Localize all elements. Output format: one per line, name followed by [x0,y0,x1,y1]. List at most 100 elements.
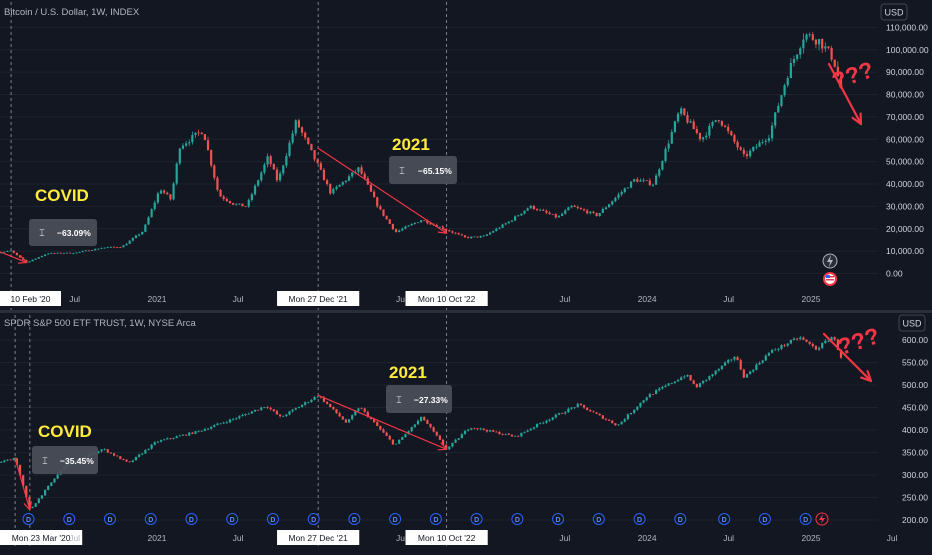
candle-body [222,196,225,199]
candle-body [702,380,705,384]
candle-body [733,357,736,360]
candle-body [423,220,426,222]
dividend-marker [63,513,76,525]
dividend-marker [22,513,35,525]
spy-price-axis[interactable]: 200.00 250.00 300.00 350.00 400.00 450.00 500.… [902,335,928,525]
candle-body [347,419,351,423]
dividend-marker-label: D [189,517,194,524]
candle-body [720,365,724,370]
candle-body [673,381,677,384]
candle-body [517,215,520,217]
dividend-marker-label: D [762,517,767,524]
candle-body [764,140,767,142]
candle-body [50,252,53,254]
candle-body [316,159,319,164]
candle-body [789,62,792,79]
candle-body [473,236,476,238]
candle-body [620,421,623,425]
candle-body [664,148,667,162]
candle-body [266,156,269,165]
btc-covid-measure-box[interactable]: ⌶ −63.09% [29,219,97,246]
candle-body [97,248,100,250]
candle-body [56,252,59,254]
forecast-arrow [822,332,873,383]
candle-body [426,420,429,424]
candle-body [25,485,28,497]
candle-body [457,233,460,235]
btc-candles[interactable] [0,31,843,263]
candle-body [322,397,326,402]
btc-currency-button[interactable]: USD [880,3,908,21]
candle-body [598,212,601,216]
spy-symbol-title[interactable]: SPDR S&P 500 ETF TRUST, 1W, NYSE Arca [4,318,197,329]
candle-body [695,129,698,133]
candle-body [47,253,50,255]
candle-body [341,181,344,185]
candle-body [824,340,827,344]
lightning-icon[interactable] [822,253,838,269]
candle-body [595,212,598,216]
price-tick-label: 350.00 [902,448,928,458]
candle-body [545,210,548,213]
spy-currency-button[interactable]: USD [898,314,926,332]
candle-body [12,458,15,461]
candle-body [454,232,457,234]
btc-time-axis[interactable]: 10 Feb '20 Jul 2021 Jul Mon 27 Dec '21 Jul Mon… [0,291,821,306]
candle-body [272,409,275,412]
candle-body [335,186,338,189]
candle-body [141,231,144,235]
time-tick-label: Jul [887,533,898,543]
candle-body [250,411,253,414]
candle-body [504,223,507,225]
btc-2021-measure-box[interactable]: ⌶ −65.15% [389,156,457,184]
spy-drawn-arrows[interactable] [14,332,873,511]
us-flag-icon[interactable] [823,272,837,286]
candle-body [72,253,75,255]
btc-symbol-title[interactable]: Bitcoin / U.S. Dollar, 1W, INDEX [4,7,140,18]
candle-body [225,198,228,202]
price-tick-label: 600.00 [902,335,928,345]
candle-body [194,431,197,434]
dividend-marker [144,513,157,525]
candle-body [285,155,288,166]
candle-body [438,435,442,440]
candle-body [351,415,354,420]
candle-body [730,131,733,136]
candle-body [520,213,523,216]
candle-body [802,39,805,49]
candle-body [645,180,648,182]
spy-2021-measure-box[interactable]: ⌶ −27.33% [386,385,452,413]
candle-body [805,34,808,40]
candle-body [119,247,122,249]
price-tick-label: 50,000.00 [886,157,924,167]
time-tick-label: Jul [559,294,570,304]
spy-covid-measure-box[interactable]: ⌶ −35.45% [32,446,98,474]
candle-body [106,247,109,249]
candle-body [391,223,395,230]
candle-body [504,433,507,435]
btc-price-axis[interactable]: 0.00 10,000.00 20,000.00 30,000.00 40,000.00… [886,22,929,278]
candle-body [745,374,749,378]
candle-body [244,414,247,415]
candle-body [9,459,12,461]
candle-body [178,435,181,437]
candle-body [445,229,448,231]
candle-body [382,209,385,216]
lightning-event-icon[interactable] [815,512,829,526]
candle-body [780,345,783,349]
btc-drawn-arrows[interactable] [0,62,863,264]
candle-body [755,364,758,370]
candle-body [676,379,680,382]
candle-body [12,250,15,253]
candle-body [6,459,9,461]
dividend-marker [307,513,320,525]
candle-body [780,95,783,106]
forecast-arrow-head [851,112,863,126]
candle-body [310,399,313,403]
candle-body [188,142,191,144]
pane-separator[interactable] [0,310,932,313]
